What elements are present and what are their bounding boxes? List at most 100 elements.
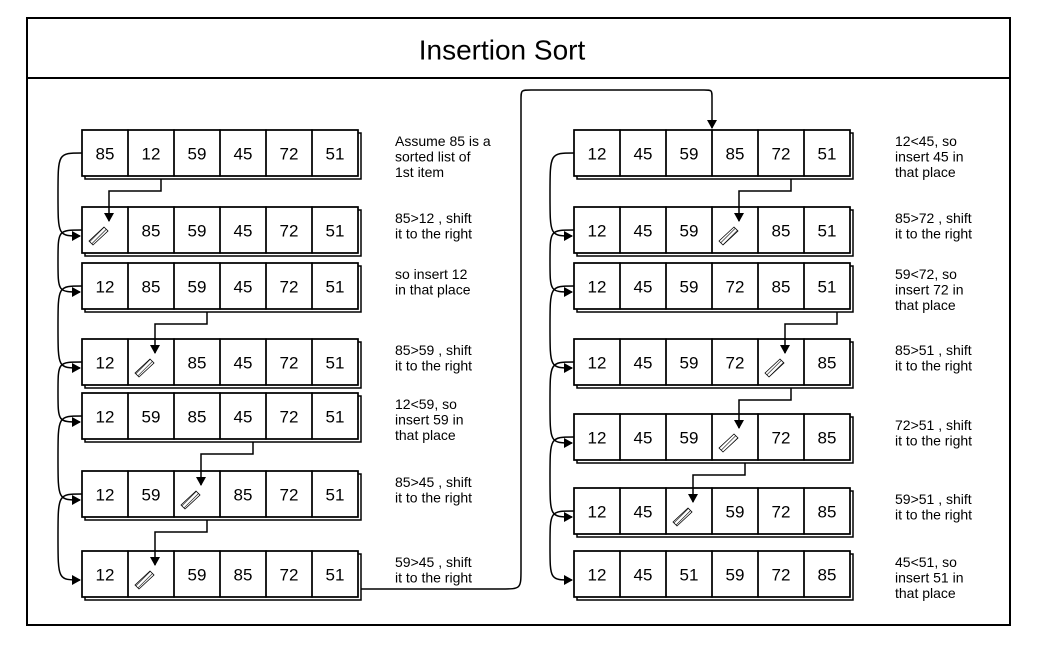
step-note-line: 1st item [395,164,444,180]
left-column: 85 12 59 45 72 51 Assume 85 is a sorted list of… [81,129,491,601]
step-note: 12<59, so insert 59 in that place [395,396,463,443]
step-note-line: it to the right [895,358,972,374]
cell-value: 72 [280,408,299,427]
step-note-line: in that place [395,282,471,298]
cell-value: 12 [96,278,115,297]
row-transition-arrow [57,415,83,505]
step-note-line: 12<59, so [395,396,457,412]
step-note: 59>51 , shift it to the right [895,491,972,523]
cell-value: 12 [588,354,607,373]
row-transition-arrow [549,436,575,522]
cell-value: 72 [726,278,745,297]
array-cell [803,129,851,177]
step-note-line: it to the right [895,507,972,523]
array-cell [311,338,359,386]
insert-value-arrow [734,179,792,222]
cell-value: 51 [326,408,345,427]
cell-value: 85 [234,486,253,505]
step-note-line: it to the right [395,358,472,374]
cell-value: 59 [680,145,699,164]
moved-value-mark [88,226,109,246]
step-note-line: that place [895,297,956,313]
step-note-line: 72>51 , shift [895,417,972,433]
cell-value: 59 [188,145,207,164]
cell-value: 85 [818,354,837,373]
step-note-line: 85>72 , shift [895,210,972,226]
cell-value: 12 [142,145,161,164]
cell-value: 12 [588,222,607,241]
moved-value-mark [718,226,739,246]
insert-value-arrow [688,463,746,503]
moved-value-mark [134,358,155,378]
array-cell [311,470,359,518]
array-row: 12 85 59 45 72 51 so insert 12 in that place [81,262,471,313]
cell-value: 12 [588,278,607,297]
cell-value: 45 [634,566,653,585]
insert-value-arrow [150,312,208,354]
cell-value: 12 [588,429,607,448]
cell-value: 45 [634,145,653,164]
step-note: 85>12 , shift it to the right [395,210,472,242]
cell-value: 72 [772,145,791,164]
array-cell [803,550,851,598]
cell-value: 72 [726,354,745,373]
cell-value: 45 [634,354,653,373]
step-note-line: so insert 12 [395,266,468,282]
moved-value-mark [718,433,739,453]
cell-value: 51 [326,486,345,505]
cell-value: 85 [818,566,837,585]
cell-value: 45 [234,278,253,297]
array-row: 12 45 59 85 72 51 12<45, so insert 45 in that pl… [573,129,963,180]
insert-value-arrow [104,179,162,222]
step-note-line: that place [895,585,956,601]
step-note-line: 45<51, so [895,554,957,570]
step-note: 72>51 , shift it to the right [895,417,972,449]
cell-value: 12 [96,354,115,373]
cell-value: 45 [634,278,653,297]
array-cell [803,206,851,254]
cell-value: 59 [188,566,207,585]
cell-value: 72 [280,278,299,297]
cell-value: 72 [772,566,791,585]
cell-value: 72 [280,354,299,373]
cell-value: 12 [96,566,115,585]
array-row: 12 59 85 72 51 85>45 , shift it to the right [81,470,472,521]
cell-value: 85 [726,145,745,164]
step-note-line: it to the right [395,570,472,586]
row-transition-arrow [549,229,575,297]
array-row: 12 45 59 72 85 51 59<72, so insert 72 in that pl… [573,262,963,313]
step-note-line: insert 45 in [895,149,963,165]
cell-value: 45 [634,503,653,522]
moved-value-mark [180,490,201,510]
step-note-line: insert 59 in [395,412,463,428]
array-row: 12 45 59 72 85 59>51 , shift it to the right [573,487,972,538]
cell-value: 45 [234,145,253,164]
cell-value: 72 [280,145,299,164]
cell-value: 51 [818,145,837,164]
step-note-line: 12<45, so [895,133,957,149]
right-column: 12 45 59 85 72 51 12<45, so insert 45 in that pl… [573,129,972,601]
step-note-line: 59<72, so [895,266,957,282]
cell-value: 12 [96,486,115,505]
cell-value: 51 [818,222,837,241]
cell-value: 72 [280,566,299,585]
column-continue-arrow [361,89,717,590]
cell-value: 59 [142,408,161,427]
cell-value: 85 [142,278,161,297]
cell-value: 51 [326,145,345,164]
step-note: 85>59 , shift it to the right [395,342,472,374]
cell-value: 59 [680,222,699,241]
row-transition-arrow [549,361,575,448]
step-note: so insert 12 in that place [395,266,471,298]
arrows-layer [57,89,838,590]
step-note-line: it to the right [895,433,972,449]
cell-value: 45 [634,222,653,241]
step-note-line: 59>45 , shift [395,554,472,570]
insert-value-arrow [196,442,254,486]
cell-value: 59 [680,354,699,373]
cell-value: 85 [818,503,837,522]
cell-value: 72 [772,429,791,448]
step-note: 85>72 , shift it to the right [895,210,972,242]
row-transition-arrow [549,510,575,585]
